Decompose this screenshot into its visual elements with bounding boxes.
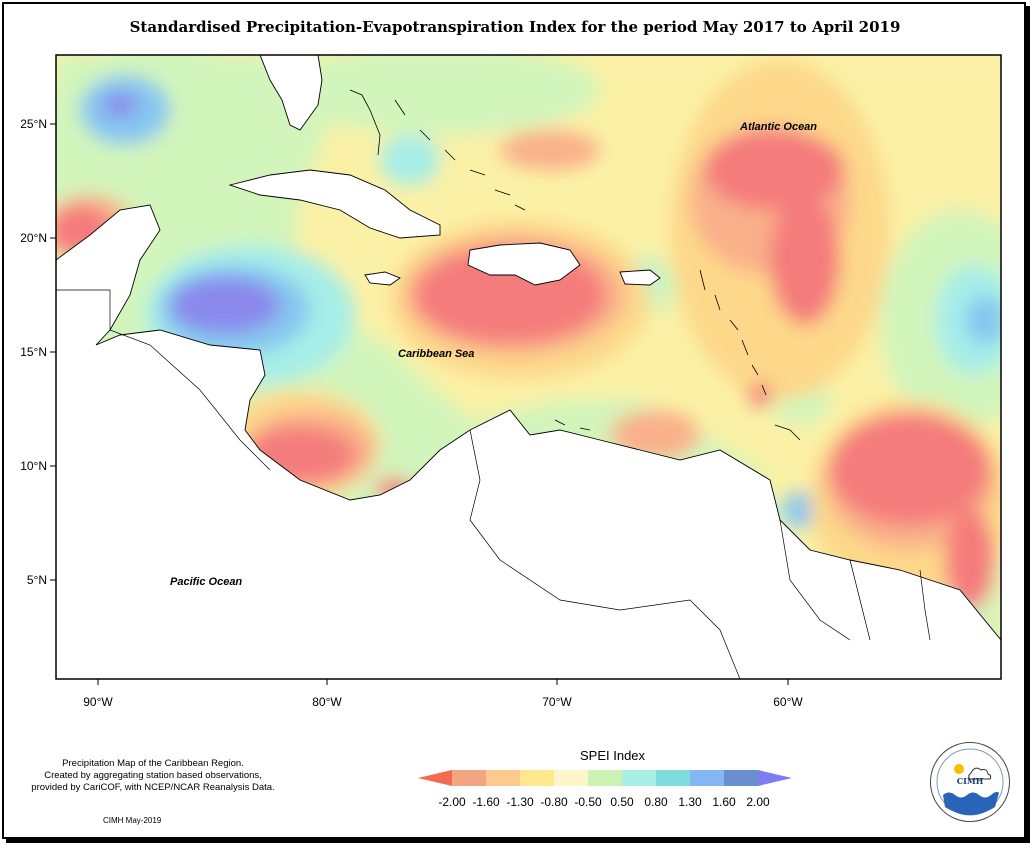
latitude-axis: 25°N 20°N 15°N 10°N 5°N bbox=[20, 117, 56, 587]
logo-text: CIMH bbox=[956, 776, 984, 786]
pacific-ocean-label: Pacific Ocean bbox=[170, 576, 242, 588]
legend-swatch bbox=[656, 770, 691, 786]
lat-label-20n: 20°N bbox=[20, 231, 47, 245]
legend-tick-label: 1.60 bbox=[712, 795, 736, 809]
land-jamaica bbox=[364, 271, 401, 286]
logo-cloud-icon bbox=[968, 767, 992, 780]
island-bahamas-chain bbox=[394, 99, 526, 211]
field-very-dry-guiana bbox=[945, 510, 995, 610]
legend-tick-label: 1.30 bbox=[678, 795, 702, 809]
legend-swatch bbox=[520, 770, 555, 786]
legend-swatch bbox=[554, 770, 589, 786]
island-abc bbox=[554, 419, 591, 431]
land-central-south-america bbox=[56, 204, 1001, 679]
logo-waves-icon bbox=[943, 791, 999, 815]
small-islands bbox=[349, 89, 801, 441]
atlantic-ocean-label: Atlantic Ocean bbox=[739, 121, 817, 133]
map-title: Standardised Precipitation-Evapotranspir… bbox=[129, 18, 901, 36]
lon-label-80w: 80°W bbox=[312, 695, 342, 709]
land-hispaniola bbox=[467, 242, 581, 286]
caption-line-1: Precipitation Map of the Caribbean Regio… bbox=[62, 758, 244, 769]
field-extremely-wet-honduras bbox=[170, 277, 280, 333]
legend-tick-label: -1.30 bbox=[506, 795, 534, 809]
legend-tick-label: 2.00 bbox=[746, 795, 770, 809]
lon-label-90w: 90°W bbox=[83, 695, 113, 709]
legend-tick-label: -0.50 bbox=[574, 795, 602, 809]
lon-label-60w: 60°W bbox=[773, 695, 803, 709]
border-mexico-guatemala bbox=[56, 289, 111, 330]
cimh-logo: CIMH bbox=[930, 742, 1010, 822]
caption-line-3: provided by CariCOF, with NCEP/NCAR Rean… bbox=[31, 782, 275, 793]
country-borders bbox=[56, 289, 931, 679]
land-florida bbox=[259, 55, 323, 131]
spei-field bbox=[56, 55, 1001, 679]
legend-swatch bbox=[690, 770, 725, 786]
field-wet-green-bahamas bbox=[280, 55, 600, 135]
field-very-dry-se bbox=[830, 415, 990, 525]
legend-tick-label: 0.50 bbox=[610, 795, 634, 809]
caption-credit: CIMH May-2019 bbox=[103, 816, 162, 825]
field-extremely-wet-gulf bbox=[102, 93, 138, 117]
field-very-wet-east bbox=[965, 295, 1001, 345]
lat-label-15n: 15°N bbox=[20, 345, 47, 359]
legend-tick-label: -2.00 bbox=[438, 795, 466, 809]
legend-swatch bbox=[588, 770, 623, 786]
legend-swatch bbox=[622, 770, 657, 786]
legend-colorbar bbox=[418, 770, 792, 786]
lat-label-25n: 25°N bbox=[20, 117, 47, 131]
lon-label-70w: 70°W bbox=[542, 695, 572, 709]
legend-swatch bbox=[452, 770, 487, 786]
legend-swatch bbox=[758, 770, 792, 786]
map-border bbox=[55, 54, 1002, 680]
border-guyana-suriname bbox=[849, 559, 871, 641]
caption-line-2: Created by aggregating station based obs… bbox=[44, 770, 262, 781]
island-andros bbox=[349, 89, 381, 156]
field-dry-bahamas bbox=[500, 130, 600, 170]
legend-swatch bbox=[418, 770, 452, 786]
lat-label-10n: 10°N bbox=[20, 459, 47, 473]
caribbean-sea-label: Caribbean Sea bbox=[398, 348, 474, 360]
field-wet-cyan-bahamas bbox=[380, 135, 440, 185]
logo-sun-icon bbox=[954, 764, 964, 774]
legend-title: SPEI Index bbox=[580, 748, 646, 763]
legend-tick-label: 0.80 bbox=[644, 795, 668, 809]
longitude-axis: 90°W 80°W 70°W 60°W bbox=[83, 679, 803, 709]
border-colombia-venezuela bbox=[469, 429, 741, 679]
lat-label-5n: 5°N bbox=[27, 573, 47, 587]
cimh-logo-graphic bbox=[936, 748, 1004, 816]
legend-swatch bbox=[724, 770, 759, 786]
border-venezuela-guyana bbox=[779, 519, 851, 641]
legend-swatch bbox=[486, 770, 521, 786]
legend-tick-label: -0.80 bbox=[540, 795, 568, 809]
land-puerto-rico bbox=[619, 269, 661, 286]
border-suriname-guiana bbox=[919, 569, 931, 641]
field-very-dry-st-lucia bbox=[748, 383, 772, 407]
map-caption: Precipitation Map of the Caribbean Regio… bbox=[8, 758, 298, 794]
legend-tick-label: -1.60 bbox=[472, 795, 500, 809]
field-very-wet-trinidad bbox=[782, 492, 818, 528]
field-very-dry-atlantic-north bbox=[705, 130, 845, 210]
land-masses bbox=[56, 55, 1001, 679]
island-lesser-antilles bbox=[699, 269, 767, 396]
border-central-america bbox=[109, 329, 271, 471]
island-trinidad bbox=[774, 424, 801, 441]
land-cuba bbox=[228, 169, 441, 239]
field-very-dry-atlantic-south bbox=[770, 195, 840, 325]
field-dry-venezuela-coast bbox=[610, 410, 700, 460]
